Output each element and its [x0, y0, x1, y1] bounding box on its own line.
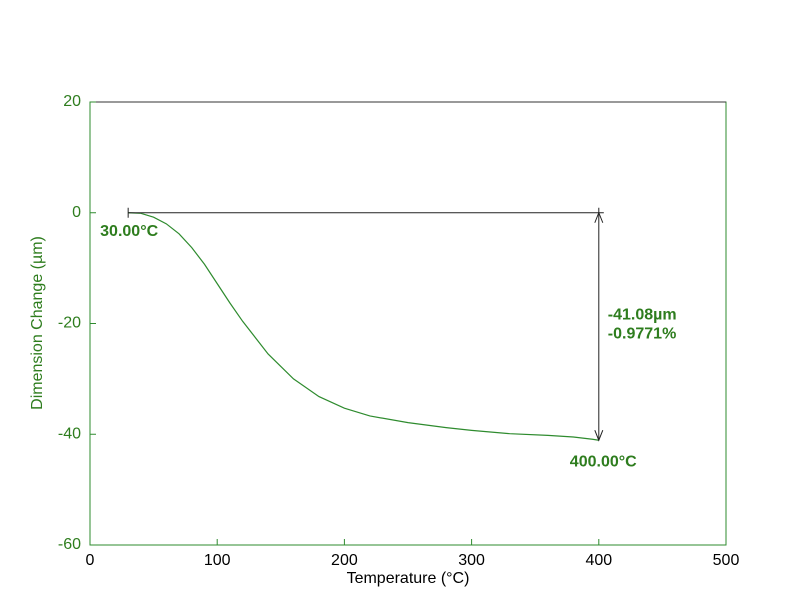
y-tick-label: -40 [58, 425, 81, 442]
y-tick-label: -20 [58, 315, 81, 332]
change-label: -41.08µm [608, 307, 677, 324]
end-label: 400.00°C [570, 453, 637, 470]
x-tick-label: 400 [585, 552, 612, 569]
y-tick-label: -60 [58, 536, 81, 553]
data-line [128, 212, 599, 441]
start-label: 30.00°C [100, 223, 158, 240]
y-tick-label: 0 [72, 204, 81, 221]
y-axis-label: Dimension Change (µm) [29, 236, 46, 410]
y-tick-label: 20 [63, 93, 81, 110]
x-tick-label: 200 [331, 552, 358, 569]
x-axis-label: Temperature (°C) [347, 570, 470, 587]
x-tick-label: 100 [204, 552, 231, 569]
x-tick-label: 300 [458, 552, 485, 569]
percent-label: -0.9771% [608, 326, 677, 343]
arrow-head [594, 211, 604, 223]
x-tick-label: 0 [86, 552, 95, 569]
arrow-head [594, 430, 604, 442]
x-tick-label: 500 [713, 552, 740, 569]
